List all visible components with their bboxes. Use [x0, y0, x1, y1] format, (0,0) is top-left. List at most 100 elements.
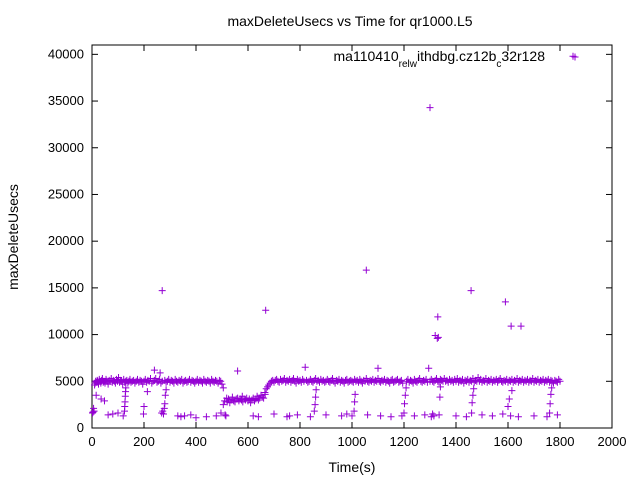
data-point: [260, 394, 268, 402]
data-point: [104, 411, 112, 419]
data-point: [261, 390, 269, 398]
data-point: [350, 407, 358, 415]
data-point: [156, 369, 164, 377]
data-point: [478, 411, 486, 419]
data-point: [548, 384, 556, 392]
data-point: [228, 393, 236, 401]
data-point: [143, 388, 151, 396]
data-point: [364, 411, 372, 419]
data-point: [139, 410, 147, 418]
data-point: [311, 401, 319, 409]
x-tick-label: 2000: [598, 434, 627, 449]
data-point: [362, 266, 370, 274]
data-point: [221, 411, 229, 419]
legend-marker: [571, 53, 579, 61]
data-point: [348, 412, 356, 420]
data-point: [410, 412, 418, 420]
data-point: [119, 412, 127, 420]
data-point: [468, 409, 476, 417]
data-point: [222, 412, 230, 420]
data-point: [161, 400, 169, 408]
data-point: [140, 403, 148, 411]
data-point: [90, 407, 98, 415]
data-point: [517, 322, 525, 330]
data-point: [401, 400, 409, 408]
data-point: [322, 411, 330, 419]
data-point: [501, 298, 509, 306]
data-point: [223, 394, 231, 402]
data-point: [546, 409, 554, 417]
x-tick-label: 800: [289, 434, 311, 449]
data-point: [374, 364, 382, 372]
y-axis-label: maxDeleteUsecs: [5, 184, 21, 290]
data-point: [310, 407, 318, 415]
x-axis: 0 200 400 600 800 1000 1200 1400 1600 1800 2000: [88, 45, 626, 449]
data-point: [433, 334, 441, 342]
x-tick-label: 600: [237, 434, 259, 449]
data-point: [161, 391, 169, 399]
data-point: [286, 412, 294, 420]
x-tick-label: 0: [88, 434, 95, 449]
data-point: [234, 367, 242, 375]
data-point: [434, 313, 442, 321]
data-point: [553, 411, 561, 419]
y-tick-label: 5000: [55, 373, 84, 388]
data-point: [162, 386, 170, 394]
data-point: [117, 376, 125, 384]
data-point: [158, 287, 166, 295]
data-points: [89, 52, 577, 422]
data-point: [293, 411, 301, 419]
x-tick-label: 400: [185, 434, 207, 449]
data-point: [136, 376, 144, 384]
data-point: [507, 412, 515, 420]
data-point: [312, 393, 320, 401]
y-tick-label: 30000: [48, 140, 84, 155]
data-point: [177, 413, 185, 421]
data-point: [262, 306, 270, 314]
data-point: [467, 287, 475, 295]
data-point: [499, 410, 507, 418]
data-point: [338, 412, 346, 420]
data-point: [97, 395, 105, 403]
data-point: [219, 401, 227, 409]
data-point: [351, 398, 359, 406]
data-point: [351, 390, 359, 398]
data-point: [543, 413, 551, 421]
data-point: [425, 364, 433, 372]
data-point: [343, 410, 351, 418]
data-point: [150, 366, 158, 374]
data-point: [546, 400, 554, 408]
data-point: [434, 333, 442, 341]
data-point: [160, 404, 168, 412]
data-point: [312, 386, 320, 394]
data-point: [89, 409, 97, 417]
data-point: [219, 384, 227, 392]
data-point: [109, 410, 117, 418]
x-tick-label: 1000: [338, 434, 367, 449]
y-tick-label: 15000: [48, 280, 84, 295]
data-point: [202, 413, 210, 421]
data-point: [212, 412, 220, 420]
y-axis: 0 5000 10000 15000 20000 25000 30000 35000 40000: [48, 46, 612, 435]
data-point: [402, 384, 410, 392]
data-point: [270, 410, 278, 418]
data-point: [254, 413, 262, 421]
data-point: [556, 377, 564, 385]
y-tick-label: 25000: [48, 186, 84, 201]
y-tick-label: 10000: [48, 327, 84, 342]
data-point: [504, 403, 512, 411]
y-tick-label: 35000: [48, 93, 84, 108]
data-point: [547, 390, 555, 398]
data-point: [469, 391, 477, 399]
data-point: [514, 413, 522, 421]
data-point: [100, 397, 108, 405]
data-point: [301, 363, 309, 371]
data-point: [174, 412, 182, 420]
data-point: [426, 104, 434, 112]
data-point: [436, 383, 444, 391]
data-point: [89, 408, 97, 416]
data-point: [306, 413, 314, 421]
data-point: [215, 376, 223, 384]
data-point: [399, 379, 407, 387]
